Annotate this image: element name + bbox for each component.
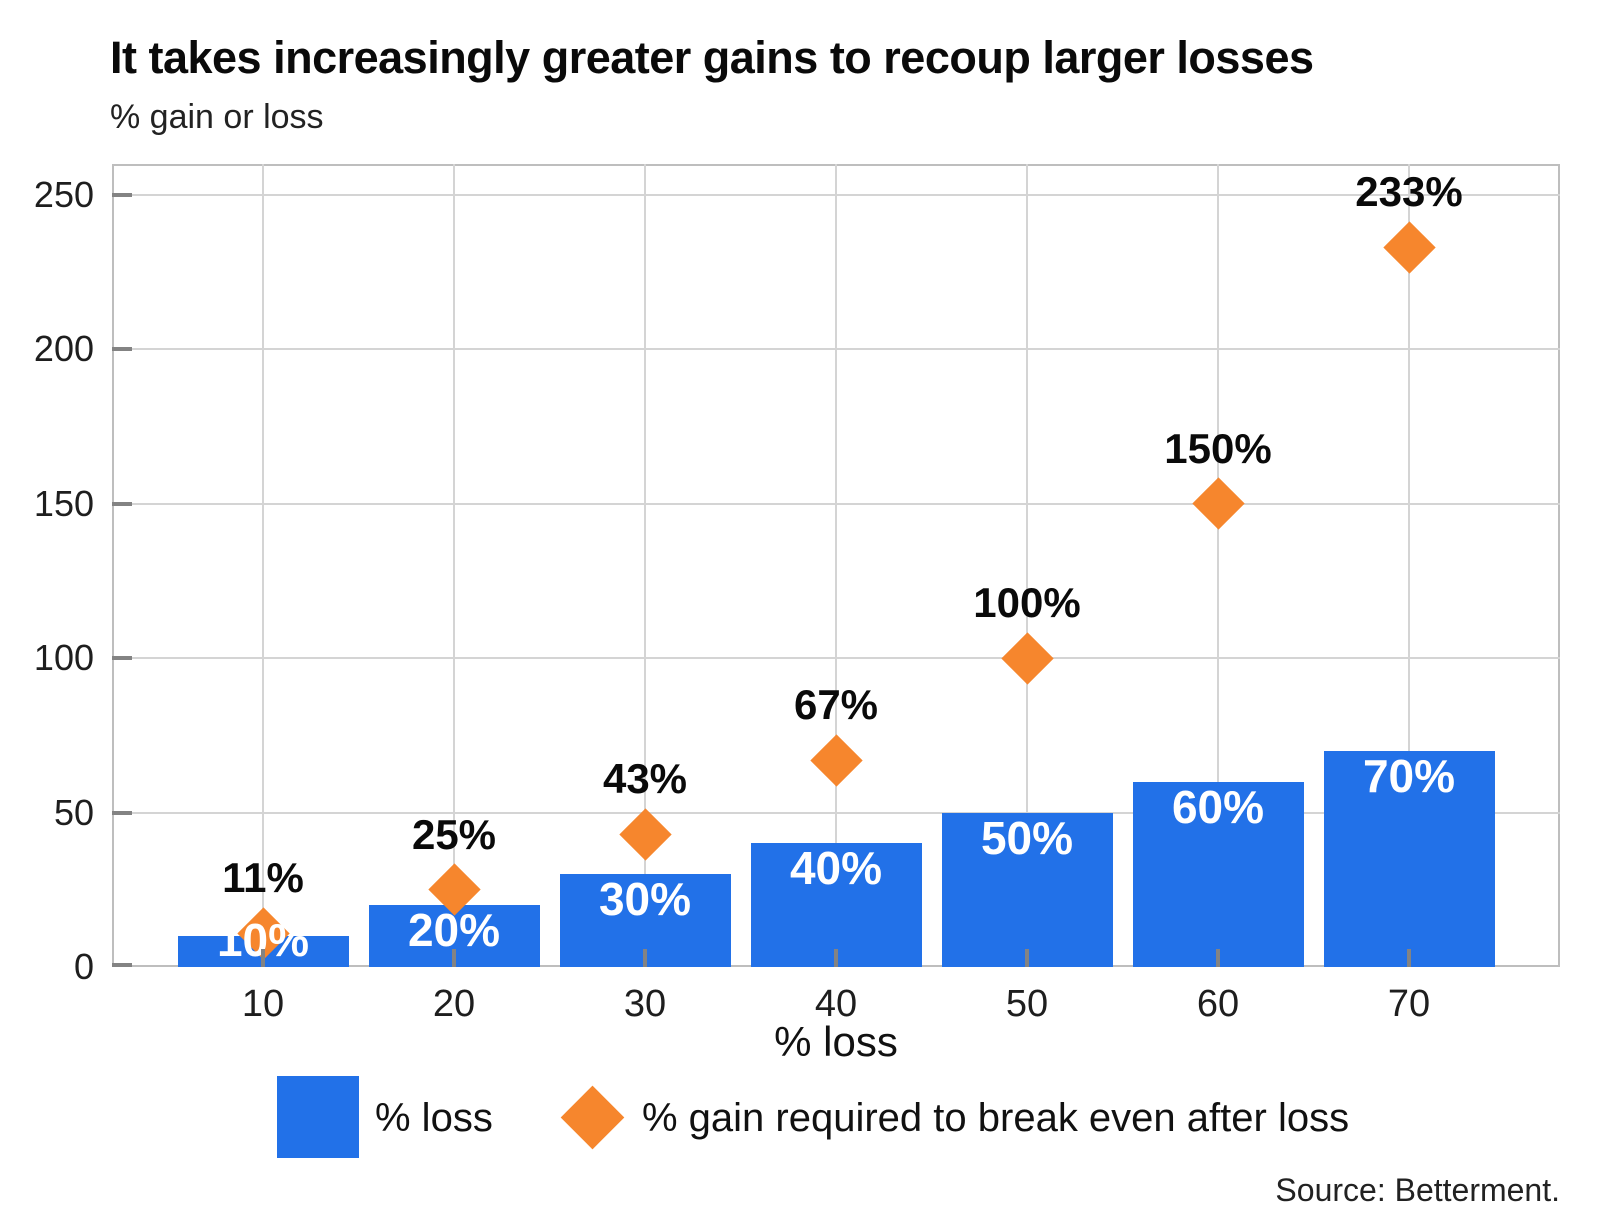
x-tick-label: 20 <box>432 983 476 1025</box>
gain-diamond <box>809 733 863 787</box>
y-axis-tick <box>112 810 132 815</box>
v-gridline <box>1026 164 1028 967</box>
source-attribution: Source: Betterment. <box>1275 1172 1560 1208</box>
x-tick-label: 10 <box>241 983 285 1025</box>
y-tick-label: 200 <box>33 328 94 370</box>
v-gridline <box>644 164 646 967</box>
gain-diamond <box>618 808 672 861</box>
x-tick-label: 30 <box>623 983 667 1025</box>
v-gridline <box>1408 164 1410 967</box>
bar-value-label: 40% <box>789 842 883 895</box>
x-axis-title: % loss <box>774 1018 898 1065</box>
y-axis-tick <box>112 347 132 352</box>
x-axis-tick <box>1407 949 1411 967</box>
chart-title: It takes increasingly greater gains to r… <box>110 32 1314 83</box>
bar-value-label: 20% <box>407 904 501 957</box>
y-tick-label: 250 <box>33 173 94 215</box>
legend-diamond-marker <box>560 1085 625 1150</box>
x-axis-tick <box>261 949 265 967</box>
gain-diamond <box>1191 477 1245 530</box>
gain-value-label: 100% <box>973 579 1081 627</box>
plot-area: 10% 20% 30% 40% 50% 60% 70% 11% 25% 43% 67% 100% 150… <box>112 164 1560 967</box>
bar-value-label: 30% <box>598 873 692 926</box>
gain-value-label: 25% <box>411 810 497 858</box>
bar-value-label: 60% <box>1171 780 1265 833</box>
x-axis-tick <box>643 949 647 967</box>
x-axis-tick <box>1216 949 1220 967</box>
legend-label-loss: % loss <box>375 1096 493 1140</box>
gain-value-label: 11% <box>222 854 304 902</box>
y-tick-label: 0 <box>73 946 94 987</box>
v-gridline <box>453 164 455 967</box>
y-axis-tick <box>112 192 132 197</box>
gain-value-label: 67% <box>793 681 879 729</box>
v-gridline <box>262 164 264 967</box>
y-tick-label: 150 <box>33 482 94 524</box>
y-tick-label: 50 <box>53 791 94 833</box>
y-axis-tick <box>112 963 132 967</box>
gain-value-label: 43% <box>602 755 688 803</box>
loss-bar <box>750 843 922 967</box>
v-gridline <box>1217 164 1219 967</box>
x-axis-tick <box>452 949 456 967</box>
gain-diamond <box>1382 221 1436 274</box>
y-axis-unit-label: % gain or loss <box>110 98 324 136</box>
v-gridline <box>835 164 837 967</box>
gain-diamond <box>1000 631 1054 685</box>
legend-square-marker <box>277 1076 359 1158</box>
x-axis-tick <box>1025 949 1029 967</box>
x-tick-label: 70 <box>1387 983 1431 1025</box>
loss-bar <box>941 812 1113 967</box>
x-tick-label: 60 <box>1196 983 1240 1025</box>
y-tick-label: 100 <box>33 637 94 679</box>
gain-value-label: 233% <box>1355 168 1463 216</box>
loss-bar <box>1323 750 1495 967</box>
gain-value-label: 150% <box>1164 424 1272 472</box>
y-axis-tick <box>112 656 132 661</box>
y-axis-tick <box>112 501 132 506</box>
x-tick-label: 50 <box>1005 983 1049 1025</box>
bar-value-label: 70% <box>1362 749 1456 802</box>
loss-bar <box>1132 781 1304 967</box>
legend-label-gain: % gain required to break even after loss <box>642 1096 1350 1140</box>
x-tick-label: 40 <box>814 983 858 1025</box>
bar-value-label: 50% <box>980 811 1074 864</box>
x-axis-tick <box>834 949 838 967</box>
